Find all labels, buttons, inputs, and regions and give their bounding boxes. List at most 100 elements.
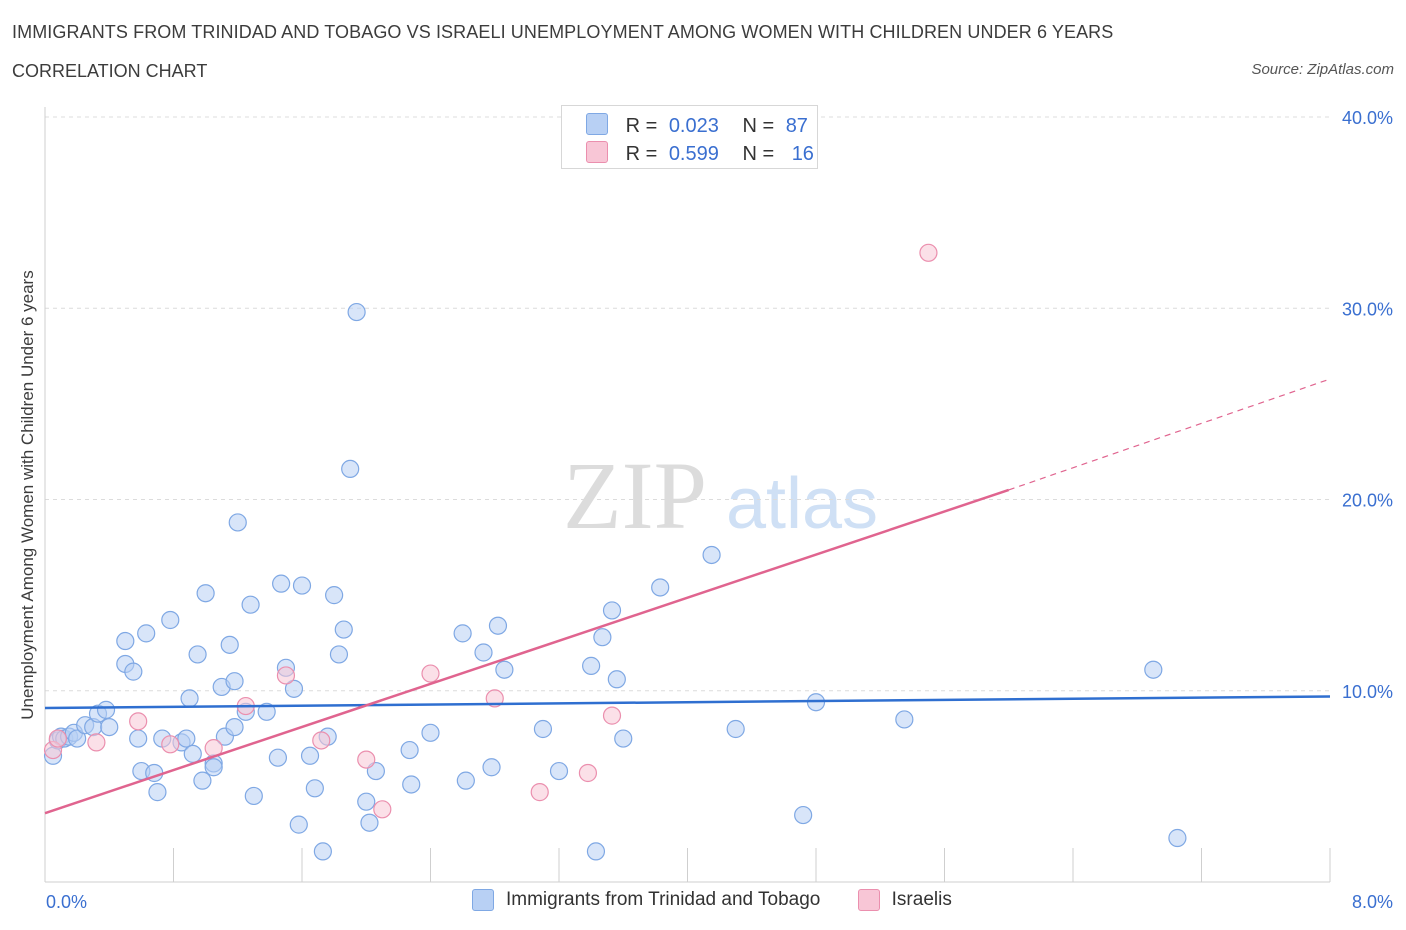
data-point (177, 729, 196, 748)
data-point (474, 643, 493, 662)
data-point (161, 610, 180, 630)
data-point (347, 302, 366, 322)
correlation-legend: R = 0.023 N = 87 R = 0.599 N = 16 (561, 105, 818, 169)
data-point (161, 735, 180, 754)
n-label: N = (742, 115, 775, 137)
x-tick-label: 0.0% (46, 892, 87, 912)
data-point (87, 733, 106, 752)
n-value: 87 (785, 115, 808, 137)
data-point (702, 545, 721, 565)
data-point (421, 723, 440, 742)
watermark: ZIP atlas (563, 442, 878, 549)
y-tick-label: 30.0% (1342, 299, 1393, 319)
blue-swatch (586, 113, 608, 135)
data-point (100, 717, 119, 737)
data-point (578, 763, 598, 783)
source-label: Source: ZipAtlas.com (1251, 61, 1394, 78)
data-point (549, 761, 569, 781)
legend-item-israelis: Israelis (857, 889, 952, 911)
trend-line-israelis-projection (1008, 378, 1331, 491)
data-point (228, 513, 247, 532)
n-value: 16 (791, 143, 814, 165)
n-label: N = (742, 143, 775, 165)
pink-swatch (586, 141, 608, 163)
data-point (482, 758, 501, 777)
data-point (225, 672, 244, 691)
data-point (204, 758, 223, 777)
data-point (341, 459, 360, 478)
data-point (1168, 828, 1187, 848)
data-point (602, 706, 622, 725)
data-point (96, 700, 116, 719)
trend-lines (44, 378, 1331, 815)
grid-lines (45, 116, 1330, 692)
data-point (400, 740, 419, 760)
y-tick-label: 40.0% (1342, 108, 1393, 128)
data-point (485, 689, 504, 708)
data-point (453, 624, 472, 643)
data-point (607, 670, 626, 689)
data-point (183, 744, 202, 763)
data-point (586, 842, 606, 861)
series-israelis-points (43, 243, 938, 819)
blue-swatch (472, 889, 494, 911)
data-point (602, 601, 622, 620)
legend-item-trinidad: Immigrants from Trinidad and Tobago (472, 889, 820, 911)
data-point (794, 805, 813, 825)
y-axis-label: Unemployment Among Women with Children U… (18, 270, 37, 720)
data-point (357, 750, 376, 769)
data-point (124, 662, 143, 681)
data-point (360, 813, 379, 832)
r-value: 0.599 (668, 143, 719, 165)
data-point (220, 635, 239, 654)
data-point (726, 719, 745, 739)
legend-row-trinidad: R = 0.023 N = 87 (586, 113, 808, 138)
data-point (402, 775, 421, 794)
data-point (495, 660, 514, 679)
data-point (292, 576, 312, 595)
data-point (373, 800, 392, 819)
data-point (193, 771, 212, 790)
data-point (268, 748, 288, 767)
data-point (305, 779, 324, 798)
data-point (48, 729, 67, 748)
data-point (313, 842, 332, 861)
data-point (225, 717, 244, 737)
data-point (456, 771, 475, 790)
data-point (116, 631, 135, 651)
data-point (180, 689, 199, 708)
data-point (68, 729, 87, 748)
data-point (300, 746, 320, 765)
data-point (137, 624, 156, 643)
r-value: 0.023 (668, 115, 719, 137)
y-tick-label: 10.0% (1342, 682, 1393, 702)
data-point (582, 656, 601, 675)
data-point (257, 702, 276, 721)
r-label: R = (625, 115, 658, 137)
data-point (421, 664, 440, 683)
data-point (919, 243, 938, 262)
y-tick-label: 20.0% (1342, 491, 1393, 511)
data-point (325, 586, 344, 605)
data-point (334, 620, 353, 639)
data-point (284, 679, 304, 698)
x-tick-label: 8.0% (1352, 892, 1393, 912)
data-point (651, 578, 670, 597)
data-point (129, 712, 148, 731)
data-point (530, 783, 549, 802)
data-point (357, 792, 376, 811)
data-point (241, 595, 260, 614)
data-point (614, 729, 633, 748)
trend-line-trinidad (44, 695, 1331, 710)
chart-subtitle: CORRELATION CHART (12, 61, 208, 81)
data-point (272, 574, 291, 593)
data-point (129, 729, 148, 748)
watermark-zip: ZIP (563, 442, 707, 549)
data-point (533, 719, 553, 739)
series-legend: Immigrants from Trinidad and Tobago Isra… (472, 889, 984, 917)
r-label: R = (625, 143, 658, 165)
data-point (329, 645, 349, 664)
legend-label-israelis: Israelis (891, 889, 952, 910)
legend-label-trinidad: Immigrants from Trinidad and Tobago (506, 889, 821, 910)
x-tick-labels: 0.0% 8.0% (46, 892, 1393, 912)
